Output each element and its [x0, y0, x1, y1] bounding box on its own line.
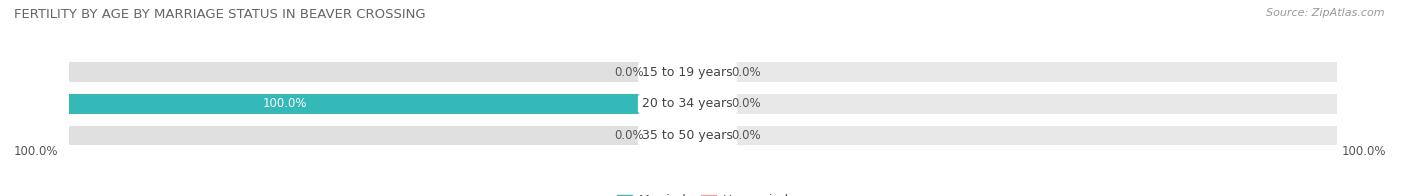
- Text: 35 to 50 years: 35 to 50 years: [643, 129, 733, 142]
- Text: 0.0%: 0.0%: [731, 129, 761, 142]
- Text: 0.0%: 0.0%: [731, 97, 761, 110]
- Text: 100.0%: 100.0%: [13, 145, 58, 158]
- Text: 20 to 34 years: 20 to 34 years: [643, 97, 733, 110]
- Text: 15 to 19 years: 15 to 19 years: [643, 66, 733, 79]
- Bar: [69, 126, 688, 145]
- Text: 0.0%: 0.0%: [614, 129, 644, 142]
- Text: Source: ZipAtlas.com: Source: ZipAtlas.com: [1267, 8, 1385, 18]
- Bar: [69, 63, 688, 82]
- Bar: [69, 94, 688, 114]
- Text: 0.0%: 0.0%: [614, 66, 644, 79]
- Text: 0.0%: 0.0%: [731, 66, 761, 79]
- Bar: [69, 94, 688, 114]
- Bar: [657, 126, 688, 145]
- Text: FERTILITY BY AGE BY MARRIAGE STATUS IN BEAVER CROSSING: FERTILITY BY AGE BY MARRIAGE STATUS IN B…: [14, 8, 426, 21]
- Bar: [688, 94, 1337, 114]
- Bar: [657, 63, 688, 82]
- Text: 100.0%: 100.0%: [1343, 145, 1386, 158]
- Bar: [688, 63, 718, 82]
- Bar: [688, 63, 1337, 82]
- Text: 100.0%: 100.0%: [263, 97, 308, 110]
- Bar: [688, 126, 718, 145]
- Bar: [688, 126, 1337, 145]
- Bar: [688, 94, 718, 114]
- Legend: Married, Unmarried: Married, Unmarried: [617, 194, 789, 196]
